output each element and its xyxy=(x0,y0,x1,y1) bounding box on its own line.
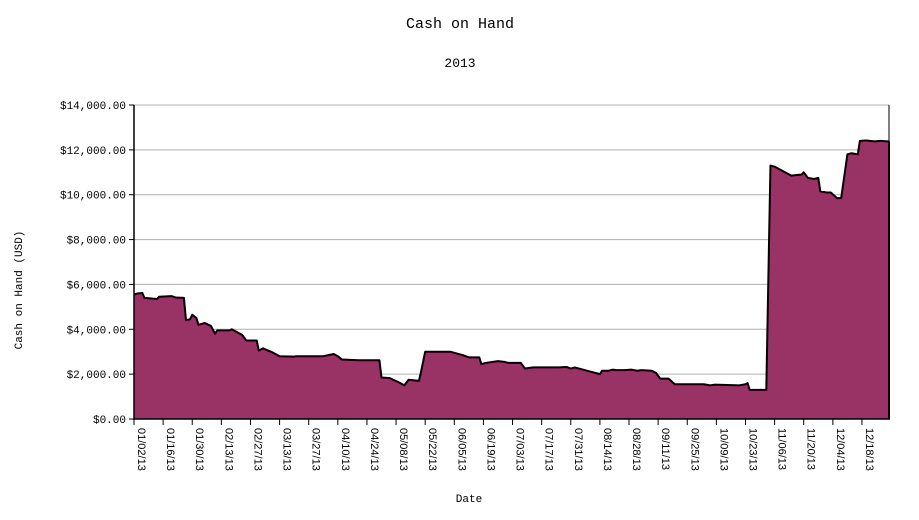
x-tick-label-19: 09/25/13 xyxy=(688,428,700,471)
x-tick-label-22: 11/06/13 xyxy=(776,428,788,470)
x-tick-label-16: 08/14/13 xyxy=(601,428,613,471)
area-layer xyxy=(133,139,890,419)
x-tick-labels: 01/02/13 01/16/13 01/30/13 02/13/13 02/27/13… xyxy=(135,428,875,471)
y-tick-label-5: $10,000.00 xyxy=(60,191,126,203)
x-tick-label-23: 11/20/13 xyxy=(805,428,817,470)
y-tick-label-0: $0.00 xyxy=(93,415,126,427)
y-axis-label: Cash on Hand (USD) xyxy=(14,231,26,350)
y-tick-label-7: $14,000.00 xyxy=(60,101,126,113)
cash-area-fill xyxy=(134,140,889,419)
y-tick-label-1: $2,000.00 xyxy=(67,370,126,382)
x-tick-label-25: 12/18/13 xyxy=(863,428,875,471)
x-tick-label-5: 03/13/13 xyxy=(281,428,293,471)
x-tick-label-0: 01/02/13 xyxy=(135,428,147,471)
x-tick-label-15: 07/31/13 xyxy=(572,428,584,471)
x-tick-label-17: 08/28/13 xyxy=(630,428,642,471)
y-tick-label-4: $8,000.00 xyxy=(67,236,126,248)
x-tick-label-3: 02/13/13 xyxy=(222,428,234,471)
x-tick-label-9: 05/08/13 xyxy=(397,428,409,471)
grid-lines xyxy=(134,104,889,375)
x-axis-label: Date xyxy=(456,494,482,506)
x-tick-label-8: 04/24/13 xyxy=(368,428,380,471)
x-tick-label-2: 01/30/13 xyxy=(193,428,205,471)
x-tick-label-10: 05/22/13 xyxy=(426,428,438,471)
y-tick-label-6: $12,000.00 xyxy=(60,146,126,158)
x-tick-label-20: 10/09/13 xyxy=(717,428,729,471)
x-tick-label-18: 09/11/13 xyxy=(659,428,671,470)
x-tick-label-6: 03/27/13 xyxy=(310,428,322,471)
x-tick-label-13: 07/03/13 xyxy=(514,428,526,471)
x-tick-label-4: 02/27/13 xyxy=(251,428,263,471)
x-tick-label-21: 10/23/13 xyxy=(746,428,758,471)
chart-subtitle: 2013 xyxy=(444,56,475,71)
y-tick-label-3: $6,000.00 xyxy=(67,280,126,292)
chart-title: Cash on Hand xyxy=(406,16,514,33)
y-tick-labels: $0.00 $2,000.00 $4,000.00 $6,000.00 $8,000.0… xyxy=(60,101,126,427)
x-tick-label-7: 04/10/13 xyxy=(339,428,351,471)
axes xyxy=(129,104,890,425)
x-tick-label-14: 07/17/13 xyxy=(543,428,555,471)
x-tick-label-1: 01/16/13 xyxy=(164,428,176,471)
x-tick-label-12: 06/19/13 xyxy=(484,428,496,471)
cash-series-line xyxy=(133,139,889,391)
x-tick-label-24: 12/04/13 xyxy=(834,428,846,471)
x-tick-label-11: 06/05/13 xyxy=(455,428,467,471)
y-tick-label-2: $4,000.00 xyxy=(67,325,126,337)
